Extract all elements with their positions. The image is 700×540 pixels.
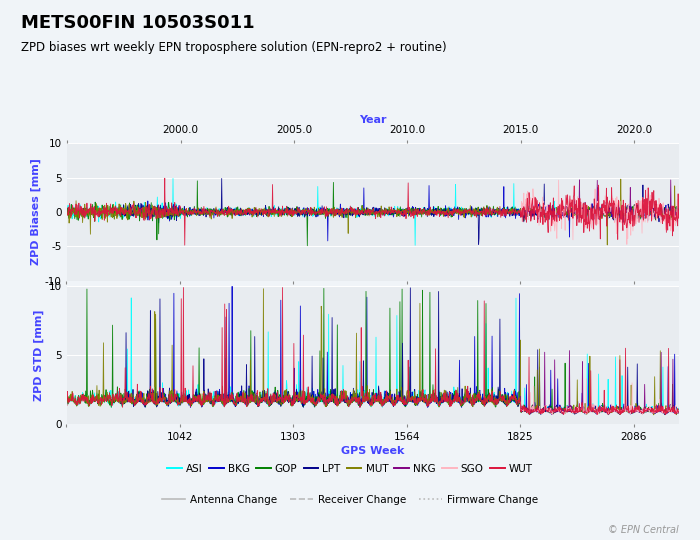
Y-axis label: ZPD Biases [mm]: ZPD Biases [mm] [30, 158, 41, 265]
Y-axis label: ZPD STD [mm]: ZPD STD [mm] [34, 309, 44, 401]
Legend: ASI, BKG, GOP, LPT, MUT, NKG, SGO, WUT: ASI, BKG, GOP, LPT, MUT, NKG, SGO, WUT [163, 460, 537, 478]
X-axis label: Year: Year [359, 114, 386, 125]
Text: METS00FIN 10503S011: METS00FIN 10503S011 [21, 14, 255, 31]
Legend: Antenna Change, Receiver Change, Firmware Change: Antenna Change, Receiver Change, Firmwar… [158, 490, 542, 509]
Text: © EPN Central: © EPN Central [608, 524, 679, 535]
X-axis label: GPS Week: GPS Week [341, 446, 405, 456]
Text: ZPD biases wrt weekly EPN troposphere solution (EPN-repro2 + routine): ZPD biases wrt weekly EPN troposphere so… [21, 40, 447, 53]
